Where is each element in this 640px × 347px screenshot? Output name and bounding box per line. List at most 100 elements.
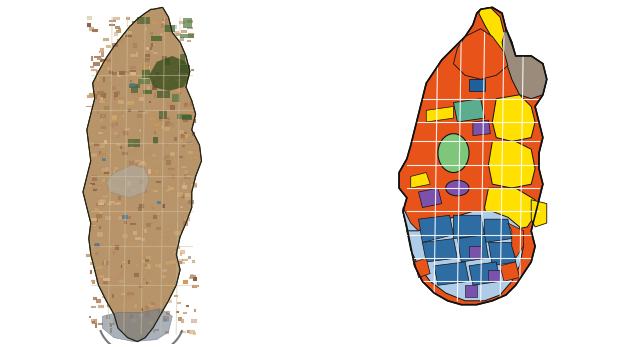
Bar [187, 40, 191, 42]
Bar [89, 316, 91, 318]
Bar [161, 214, 164, 217]
Bar [113, 17, 120, 20]
Bar [134, 79, 140, 83]
Bar [120, 109, 123, 112]
Bar [86, 106, 92, 107]
Bar [107, 203, 112, 204]
Bar [141, 308, 143, 311]
Bar [165, 331, 169, 334]
Bar [170, 105, 175, 110]
Bar [168, 193, 172, 195]
Bar [119, 328, 122, 331]
Bar [98, 323, 103, 325]
Bar [141, 130, 145, 134]
Bar [93, 69, 98, 71]
Bar [148, 307, 154, 312]
Bar [96, 266, 102, 269]
Bar [99, 211, 103, 214]
Bar [146, 47, 149, 50]
Bar [148, 304, 154, 307]
Bar [166, 78, 169, 81]
Bar [161, 196, 163, 199]
Bar [140, 204, 143, 208]
Bar [151, 50, 154, 52]
Bar [168, 123, 173, 127]
Bar [145, 314, 150, 317]
Bar [122, 234, 128, 238]
Bar [168, 173, 172, 178]
Bar [133, 231, 137, 236]
Bar [175, 25, 177, 29]
Bar [113, 203, 118, 205]
Bar [120, 108, 122, 111]
Bar [137, 20, 141, 24]
Bar [100, 93, 106, 98]
Bar [93, 188, 97, 192]
Bar [120, 265, 122, 268]
Bar [114, 32, 118, 36]
Bar [159, 117, 162, 121]
Bar [184, 103, 188, 107]
Bar [145, 36, 147, 38]
Bar [113, 323, 120, 325]
Bar [91, 319, 97, 323]
Bar [145, 306, 149, 310]
Bar [141, 261, 146, 263]
Bar [94, 252, 97, 255]
Bar [130, 80, 132, 83]
Bar [154, 329, 159, 331]
Bar [95, 323, 97, 328]
Bar [141, 78, 148, 82]
Bar [193, 156, 198, 159]
Bar [91, 218, 97, 221]
Bar [105, 167, 109, 171]
Bar [102, 93, 104, 94]
Bar [177, 88, 180, 90]
Bar [189, 330, 195, 334]
Bar [187, 176, 189, 177]
Bar [154, 315, 159, 318]
Bar [181, 158, 184, 161]
Bar [92, 56, 93, 61]
Bar [161, 125, 164, 129]
Bar [134, 147, 140, 149]
Bar [180, 319, 184, 323]
Bar [100, 114, 106, 118]
Bar [177, 318, 182, 321]
Bar [148, 271, 150, 274]
Bar [142, 260, 145, 262]
Bar [148, 66, 150, 69]
Bar [113, 294, 115, 298]
Bar [126, 295, 133, 297]
Polygon shape [484, 188, 535, 231]
Bar [129, 140, 133, 144]
Bar [122, 261, 125, 263]
Bar [98, 132, 104, 134]
Bar [174, 158, 176, 161]
Bar [99, 276, 104, 278]
Bar [184, 174, 191, 179]
Bar [104, 280, 109, 283]
Bar [106, 45, 111, 48]
Polygon shape [422, 239, 458, 262]
Bar [99, 51, 100, 53]
Polygon shape [488, 142, 535, 188]
Bar [122, 215, 127, 219]
Bar [166, 237, 168, 241]
Bar [191, 69, 194, 71]
Bar [109, 246, 112, 248]
Bar [90, 66, 94, 68]
Bar [193, 332, 196, 335]
Bar [131, 86, 138, 93]
Bar [159, 111, 167, 119]
Bar [90, 184, 95, 185]
Bar [185, 86, 187, 87]
Bar [90, 93, 94, 96]
Bar [129, 139, 140, 147]
Bar [173, 66, 177, 67]
Bar [154, 123, 160, 127]
Bar [192, 260, 195, 263]
Bar [109, 201, 115, 203]
Bar [176, 33, 181, 36]
Bar [90, 270, 92, 274]
